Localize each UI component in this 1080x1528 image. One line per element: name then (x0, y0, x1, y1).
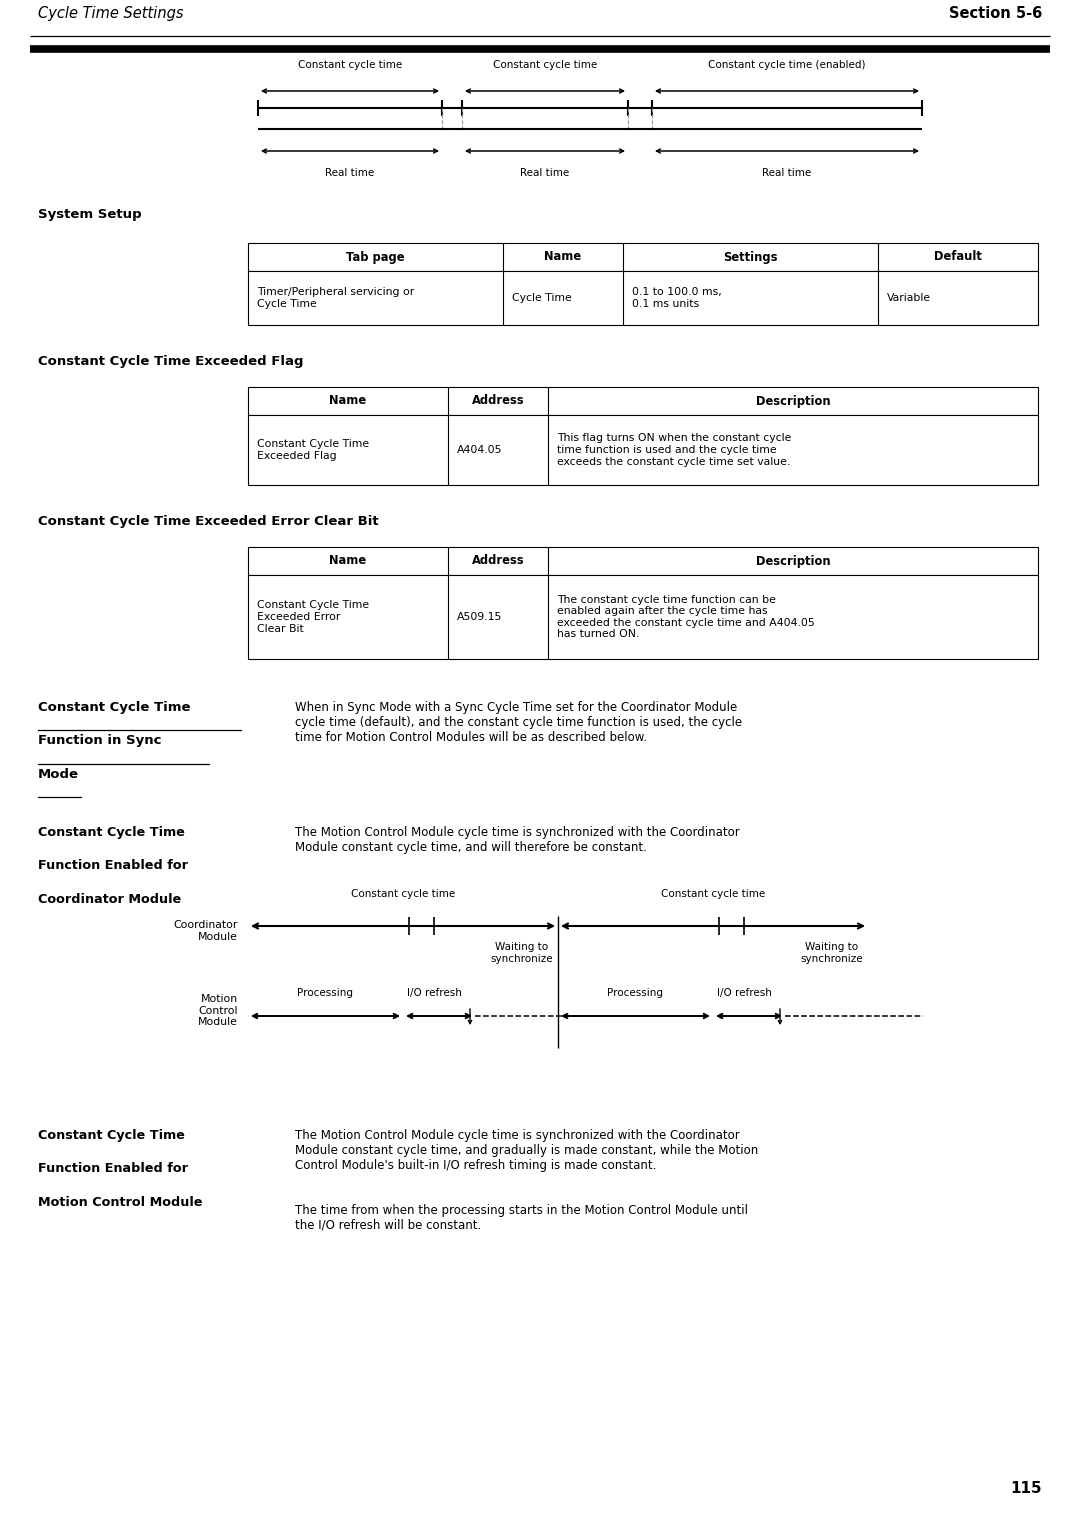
Text: Constant Cycle Time
Exceeded Flag: Constant Cycle Time Exceeded Flag (257, 439, 369, 461)
Text: Real time: Real time (521, 168, 569, 177)
Text: Constant cycle time: Constant cycle time (351, 889, 455, 898)
Text: Address: Address (472, 394, 524, 408)
Text: Description: Description (756, 394, 831, 408)
Text: Coordinator
Module: Coordinator Module (174, 920, 238, 941)
Text: Coordinator Module: Coordinator Module (38, 892, 181, 906)
Text: When in Sync Mode with a Sync Cycle Time set for the Coordinator Module
cycle ti: When in Sync Mode with a Sync Cycle Time… (295, 701, 742, 744)
Text: Motion Control Module: Motion Control Module (38, 1196, 203, 1209)
Bar (248, 547, 1038, 575)
Text: I/O refresh: I/O refresh (717, 989, 772, 998)
Text: Processing: Processing (607, 989, 663, 998)
Text: Constant cycle time: Constant cycle time (492, 60, 597, 70)
Text: Default: Default (934, 251, 982, 263)
Text: Description: Description (756, 555, 831, 567)
Text: Variable: Variable (887, 293, 931, 303)
Text: Constant Cycle Time Exceeded Error Clear Bit: Constant Cycle Time Exceeded Error Clear… (38, 515, 379, 529)
Text: A404.05: A404.05 (457, 445, 502, 455)
Text: Constant cycle time: Constant cycle time (298, 60, 402, 70)
Text: I/O refresh: I/O refresh (407, 989, 462, 998)
Text: 0.1 to 100.0 ms,
0.1 ms units: 0.1 to 100.0 ms, 0.1 ms units (632, 287, 721, 309)
Text: Constant cycle time: Constant cycle time (661, 889, 765, 898)
Text: Constant Cycle Time
Exceeded Error
Clear Bit: Constant Cycle Time Exceeded Error Clear… (257, 601, 369, 634)
Text: Real time: Real time (762, 168, 812, 177)
Text: The Motion Control Module cycle time is synchronized with the Coordinator
Module: The Motion Control Module cycle time is … (295, 827, 740, 854)
Text: Motion
Control
Module: Motion Control Module (198, 995, 238, 1027)
Text: System Setup: System Setup (38, 208, 141, 222)
Text: Tab page: Tab page (347, 251, 405, 263)
Text: The time from when the processing starts in the Motion Control Module until
the : The time from when the processing starts… (295, 1204, 748, 1232)
Text: Cycle Time: Cycle Time (512, 293, 571, 303)
Text: Constant Cycle Time: Constant Cycle Time (38, 827, 185, 839)
Text: Mode: Mode (38, 769, 79, 781)
Bar (248, 575, 1038, 659)
Text: Constant Cycle Time Exceeded Flag: Constant Cycle Time Exceeded Flag (38, 354, 303, 368)
Text: A509.15: A509.15 (457, 613, 502, 622)
Bar (248, 243, 1038, 270)
Text: Waiting to
synchronize: Waiting to synchronize (800, 943, 863, 964)
Text: Cycle Time Settings: Cycle Time Settings (38, 6, 184, 21)
Bar (248, 416, 1038, 484)
Text: This flag turns ON when the constant cycle
time function is used and the cycle t: This flag turns ON when the constant cyc… (557, 434, 792, 466)
Bar (248, 387, 1038, 416)
Bar (248, 270, 1038, 325)
Text: Name: Name (329, 394, 366, 408)
Text: Function Enabled for: Function Enabled for (38, 1163, 188, 1175)
Text: Constant Cycle Time: Constant Cycle Time (38, 701, 190, 714)
Text: Function Enabled for: Function Enabled for (38, 859, 188, 872)
Text: Name: Name (329, 555, 366, 567)
Text: Address: Address (472, 555, 524, 567)
Text: Timer/Peripheral servicing or
Cycle Time: Timer/Peripheral servicing or Cycle Time (257, 287, 415, 309)
Text: Processing: Processing (297, 989, 353, 998)
Text: Waiting to
synchronize: Waiting to synchronize (490, 943, 553, 964)
Text: Real time: Real time (325, 168, 375, 177)
Text: Constant cycle time (enabled): Constant cycle time (enabled) (708, 60, 866, 70)
Text: Section 5-6: Section 5-6 (948, 6, 1042, 21)
Text: Constant Cycle Time: Constant Cycle Time (38, 1129, 185, 1141)
Text: 115: 115 (1011, 1481, 1042, 1496)
Text: Settings: Settings (724, 251, 778, 263)
Text: Name: Name (544, 251, 581, 263)
Text: Function in Sync: Function in Sync (38, 735, 162, 747)
Text: The constant cycle time function can be
enabled again after the cycle time has
e: The constant cycle time function can be … (557, 594, 814, 639)
Text: The Motion Control Module cycle time is synchronized with the Coordinator
Module: The Motion Control Module cycle time is … (295, 1129, 758, 1172)
